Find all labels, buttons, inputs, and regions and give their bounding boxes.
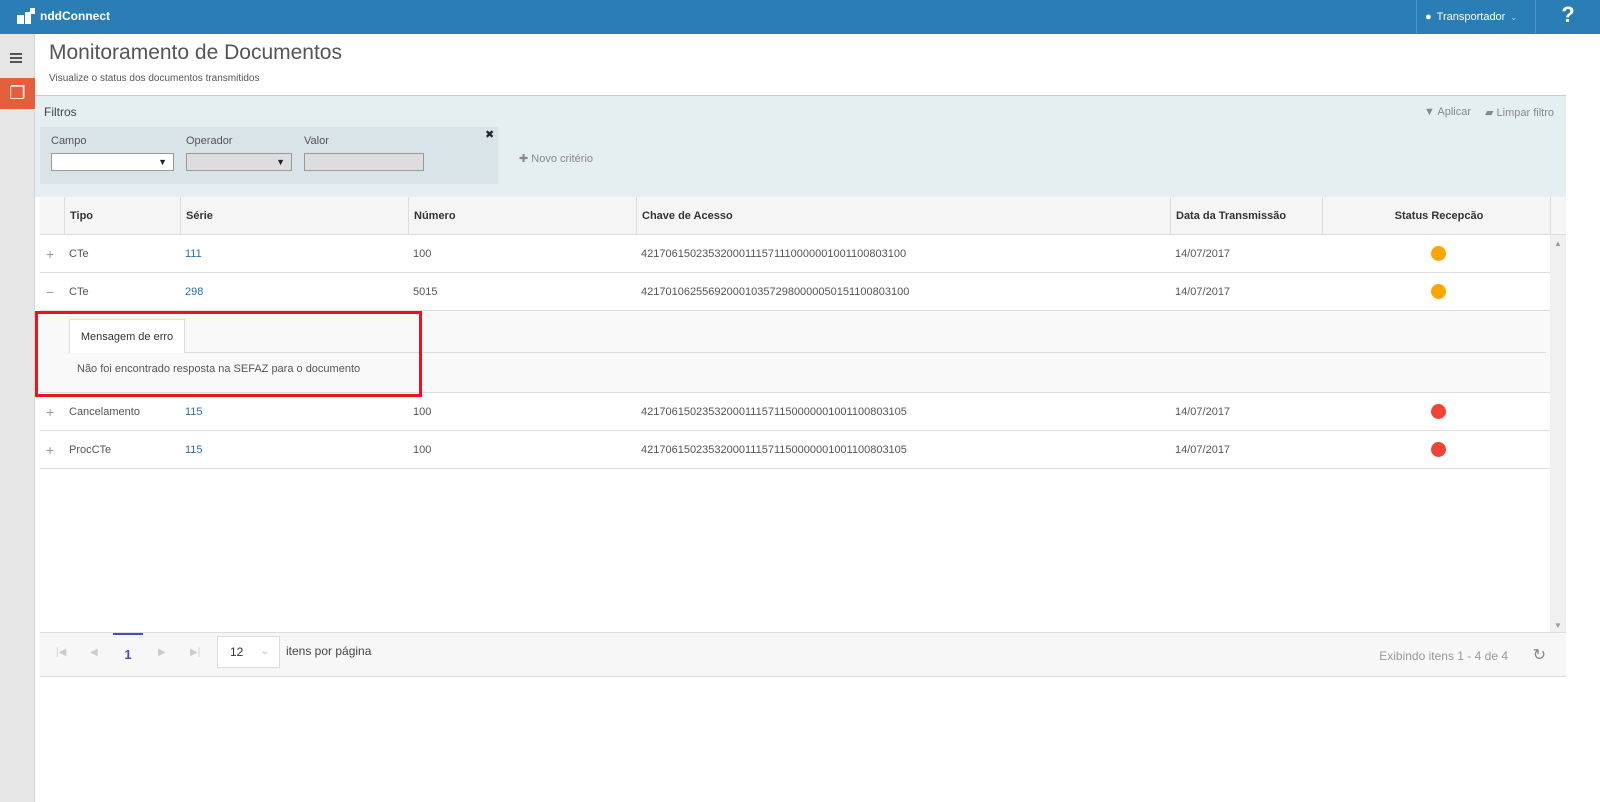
highlight-box [35,311,422,397]
scrollbar[interactable]: ▲ ▼ [1550,235,1566,632]
column-serie[interactable]: Série [180,197,408,234]
pager: |◀ ◀ 1 ▶ ▶| 12 ⌄ itens por página Exibind… [40,632,1566,677]
cell-data: 14/07/2017 [1175,443,1231,456]
operator-select[interactable]: ▼ [186,153,292,171]
brand-name: nddConnect [40,9,110,23]
status-cell [1322,393,1550,430]
last-page-icon[interactable]: ▶| [190,647,201,658]
table-row[interactable]: + Cancelamento 115 100 421706150235320001115… [40,393,1566,431]
field-select[interactable]: ▼ [51,153,174,171]
column-data[interactable]: Data da Transmissão [1170,197,1322,234]
eraser-icon: ▰ [1485,107,1497,119]
cell-chave: 4217010625569200010357298000005015110080… [641,285,910,298]
status-indicator [1431,246,1446,261]
column-chave[interactable]: Chave de Acesso [636,197,1170,234]
status-cell [1322,273,1550,310]
cell-chave: 4217061502353200011157115000000100110080… [641,405,907,418]
plus-icon: ✚ [519,153,532,165]
cell-numero: 100 [413,405,432,418]
cell-data: 14/07/2017 [1175,285,1231,298]
pager-info: Exibindo itens 1 - 4 de 4 [1379,649,1508,663]
status-indicator [1431,442,1446,457]
documents-icon[interactable]: ❐ [0,78,35,109]
filter-criterion: Campo ▼ Operador ▼ Valor ✖ [40,127,498,184]
logo-icon [17,8,35,24]
table-row[interactable]: + ProcCTe 115 100 42170615023532000111571150… [40,431,1566,469]
user-menu[interactable]: ● Transportador ⌄ [1416,0,1536,34]
table-row[interactable]: + CTe 111 100 421706150235320001115711100000… [40,235,1566,273]
user-icon: ● [1425,11,1432,23]
status-cell [1322,431,1550,468]
logo[interactable]: nddConnect [17,8,110,24]
expand-toggle[interactable]: − [46,283,55,300]
cell-chave: 4217061502353200011157111000000100110080… [641,247,907,260]
apply-filter-button[interactable]: ▼ Aplicar [1424,106,1472,118]
new-criterion-button[interactable]: ✚ Novo critério [519,153,594,165]
cell-data: 14/07/2017 [1175,405,1231,418]
value-label: Valor [304,135,329,147]
cell-serie: 115 [185,405,203,418]
cell-numero: 100 [413,247,432,260]
top-bar: nddConnect ● Transportador ⌄ ? [0,0,1600,34]
value-input[interactable] [304,153,424,171]
cell-numero: 5015 [413,285,438,298]
cell-data: 14/07/2017 [1175,247,1231,260]
expand-toggle[interactable]: + [46,245,55,262]
cell-numero: 100 [413,443,432,456]
refresh-icon[interactable]: ↻ [1532,647,1546,664]
tab-error-message[interactable]: Mensagem de erro [69,319,185,353]
expand-toggle[interactable]: + [46,403,55,420]
filter-title: Filtros [44,105,77,119]
error-message: Não foi encontrado resposta na SEFAZ par… [77,363,361,375]
column-numero[interactable]: Número [408,197,636,234]
cell-tipo: CTe [69,285,89,298]
user-name: Transportador [1436,11,1506,23]
column-status[interactable]: Status Recepcão [1322,197,1550,234]
cell-serie: 115 [185,443,203,456]
cell-tipo: ProcCTe [69,443,112,456]
chevron-down-icon: ⌄ [1510,12,1518,22]
page-title: Monitoramento de Documentos [49,41,342,64]
menu-icon[interactable] [10,53,22,65]
page-number[interactable]: 1 [113,633,143,677]
prev-page-icon[interactable]: ◀ [90,647,98,658]
field-label: Campo [51,135,87,147]
sidebar: ❐ [0,34,35,802]
page-size-select[interactable]: 12 ⌄ [217,636,280,668]
table-header: Tipo Série Número Chave de Acesso Data d… [40,197,1566,235]
clear-filter-button[interactable]: ▰ Limpar filtro [1485,107,1554,119]
cell-serie: 298 [185,285,204,298]
close-icon[interactable]: ✖ [485,129,495,141]
next-page-icon[interactable]: ▶ [158,647,166,658]
first-page-icon[interactable]: |◀ [56,647,67,658]
operator-label: Operador [186,135,233,147]
filter-panel: Filtros ▼ Aplicar ▰ Limpar filtro Campo … [35,95,1566,197]
status-cell [1322,235,1550,272]
status-indicator [1431,284,1446,299]
status-indicator [1431,404,1446,419]
cell-tipo: Cancelamento [69,405,140,418]
page-subtitle: Visualize o status dos documentos transm… [49,73,260,84]
documents-table: Tipo Série Número Chave de Acesso Data d… [40,197,1566,469]
page-size-label: itens por página [286,644,372,658]
chevron-down-icon: ⌄ [260,646,269,657]
table-row[interactable]: − CTe 298 5015 42170106255692000103572980000… [40,273,1566,311]
detail-row: Mensagem de erro Não foi encontrado respo… [40,311,1566,393]
help-button[interactable]: ? [1561,2,1575,27]
cell-chave: 4217061502353200011157115000000100110080… [641,443,907,456]
column-tipo[interactable]: Tipo [64,197,180,234]
cell-tipo: CTe [69,247,89,260]
cell-serie: 111 [185,247,202,260]
expand-toggle[interactable]: + [46,441,55,458]
filter-icon: ▼ [1424,106,1438,118]
